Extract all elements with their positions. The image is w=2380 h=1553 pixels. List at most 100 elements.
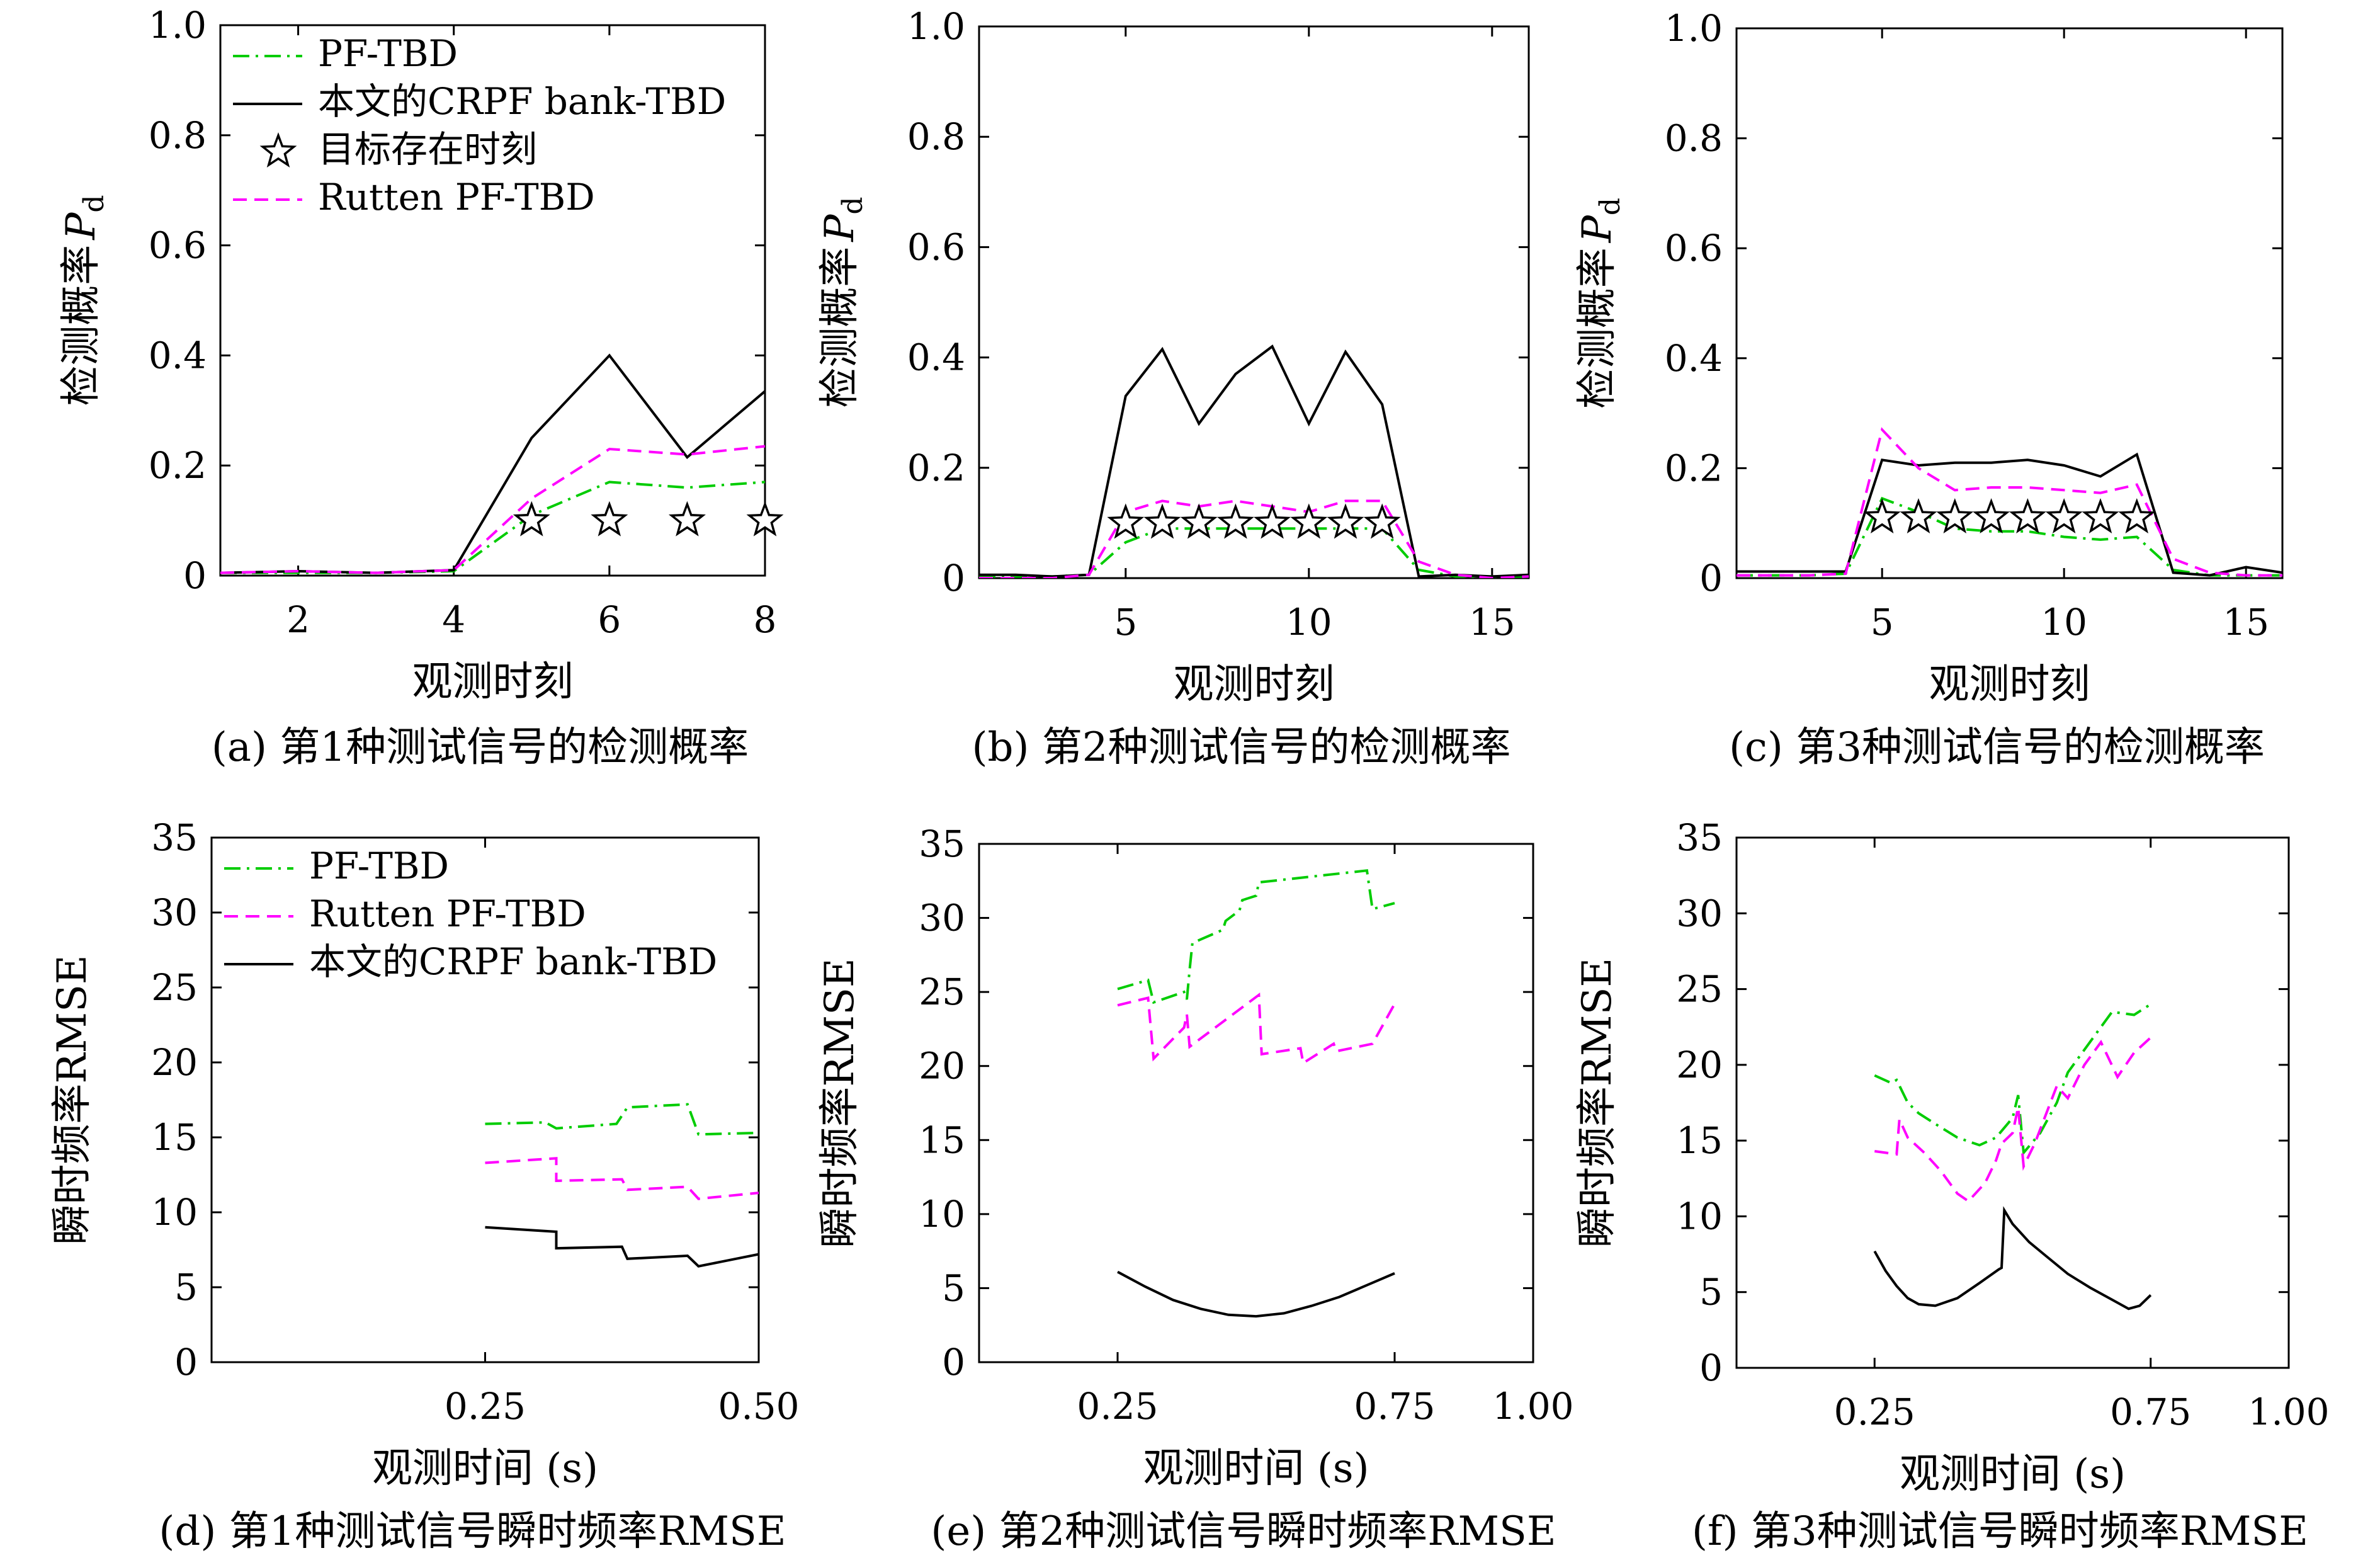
y-axis-label: 检测概率Pd [817,196,869,407]
target-present-star-marker [668,501,706,537]
plot-area [1117,869,1396,1318]
x-axis-label: 观测时间 (s) [372,1445,598,1492]
target-present-star-marker [2082,498,2119,534]
plot-frame [1735,836,2290,1369]
x-axis-label: 观测时刻 [1174,661,1335,708]
target-present-star-marker [2009,498,2046,534]
y-tick-label: 0.2 [907,447,965,489]
y-tick-label: 10 [919,1193,965,1236]
y-tick-label: 0 [1699,557,1723,600]
target-present-star-marker [1327,503,1364,539]
target-present-star-marker [1107,503,1145,539]
series-line-1 [979,344,1529,578]
x-tick-label: 5 [1871,601,1894,644]
x-tick-label: 5 [1114,601,1137,644]
x-tick-label: 0.25 [1834,1391,1915,1433]
x-axis-label: 观测时间 (s) [1143,1445,1369,1492]
target-present-star-marker [1143,503,1181,539]
y-axis-label: 检测概率Pd [1574,198,1626,409]
target-present-star-marker [1254,503,1291,539]
y-tick-label: 10 [151,1191,198,1234]
y-tick-label: 10 [1676,1195,1723,1237]
x-tick-label: 15 [1469,601,1516,644]
plot-area [1737,427,2282,577]
y-tick-label: 25 [151,966,198,1009]
y-axis-label: 瞬时频率RMSE [1574,958,1621,1248]
y-tick-label: 1.0 [907,5,965,48]
x-tick-label: 1.00 [1492,1385,1573,1428]
plot-area [485,1103,759,1268]
target-present-star-marker [1900,498,1937,534]
y-tick-label: 30 [919,897,965,940]
y-tick-label: 0 [1699,1346,1723,1389]
series-line-1 [485,1157,759,1200]
panel-caption: (e) 第2种测试信号瞬时频率RMSE [931,1508,1556,1553]
series-line-0 [979,527,1529,578]
y-tick-label: 30 [1676,892,1723,935]
panel-b: 0 0.2 0.4 0.6 0.8 1.0 5 10 15 观测时刻 检测概率Pd (b) 第2种测试… [817,5,1530,771]
y-tick-label: 0.6 [1665,227,1723,270]
x-tick-label: 10 [1286,601,1332,644]
plot-frame [978,25,1530,579]
x-tick-label: 0.50 [718,1385,799,1428]
x-tick-label: 0.25 [445,1385,526,1428]
panel-f: 0 5 10 15 20 25 30 35 0.25 0.75 1.00 观测时间 (s) 瞬时频率RM… [1574,816,2330,1553]
y-tick-label: 0.6 [149,224,207,267]
y-tick-label: 5 [942,1266,965,1309]
y-tick-label: 0.4 [1665,337,1723,380]
series-line-0 [1737,496,2282,577]
target-present-star-marker [1363,503,1401,539]
panel-caption: (f) 第3种测试信号瞬时频率RMSE [1692,1508,2308,1553]
target-present-star-marker [1290,503,1328,539]
series-line-3 [220,445,765,574]
plot-frame [1735,27,2284,579]
series-line-1 [1737,452,2282,577]
target-present-star-marker [591,501,628,537]
panel-caption: (b) 第2种测试信号的检测概率 [972,724,1511,771]
series-line-0 [1117,869,1395,1004]
y-tick-label: 20 [151,1041,198,1084]
plot-area [220,353,765,574]
series-line-0 [1874,1003,2151,1156]
y-tick-label: 0.8 [1665,117,1723,160]
legend-label: 目标存在时刻 [318,128,537,171]
x-tick-label: 10 [2041,601,2087,644]
series-line-2 [1117,1270,1395,1318]
panel-caption: (c) 第3种测试信号的检测概率 [1729,724,2265,771]
series-line-0 [220,481,765,574]
legend-label: 本文的CRPF bank-TBD [309,940,717,983]
y-tick-label: 5 [1699,1271,1723,1314]
y-tick-label: 25 [1676,968,1723,1011]
x-tick-label: 15 [2223,601,2269,644]
y-tick-label: 0.4 [149,334,207,377]
series-line-2 [1873,1206,2152,1311]
x-tick-label: 0.75 [2110,1391,2191,1433]
plot-area [979,344,1529,578]
x-axis-label: 观测时间 (s) [1900,1451,2126,1498]
y-axis-label: 瞬时频率RMSE [817,958,863,1248]
y-tick-label: 5 [174,1266,198,1309]
y-tick-label: 1.0 [1665,7,1723,50]
x-axis-label: 观测时刻 [1929,661,2090,708]
y-tick-label: 0.4 [907,336,965,379]
target-present-star-marker [746,501,784,537]
y-tick-label: 0.8 [907,115,965,158]
legend-label: PF-TBD [309,845,449,887]
series-line-2 [485,1226,759,1268]
target-present-star-marker [1936,498,1974,534]
y-tick-label: 0 [942,557,965,600]
x-tick-label: 0.25 [1077,1385,1158,1428]
series-line-3 [979,499,1529,578]
y-tick-label: 15 [919,1118,965,1161]
y-tick-label: 0.2 [1665,447,1723,489]
x-tick-label: 8 [754,598,777,641]
y-tick-label: 15 [151,1116,198,1159]
target-present-star-marker [1180,503,1218,539]
panel-a: 0 0.2 0.4 0.6 0.8 1.0 2 4 6 8 观测时刻 检测概率Pd (a) 第1种测试信… [58,4,784,771]
series-line-1 [1117,992,1396,1066]
panel-caption: (a) 第1种测试信号的检测概率 [212,724,749,771]
plot-frame [978,843,1534,1363]
x-tick-label: 0.75 [1354,1385,1435,1428]
y-axis-label: 瞬时频率RMSE [49,955,96,1244]
